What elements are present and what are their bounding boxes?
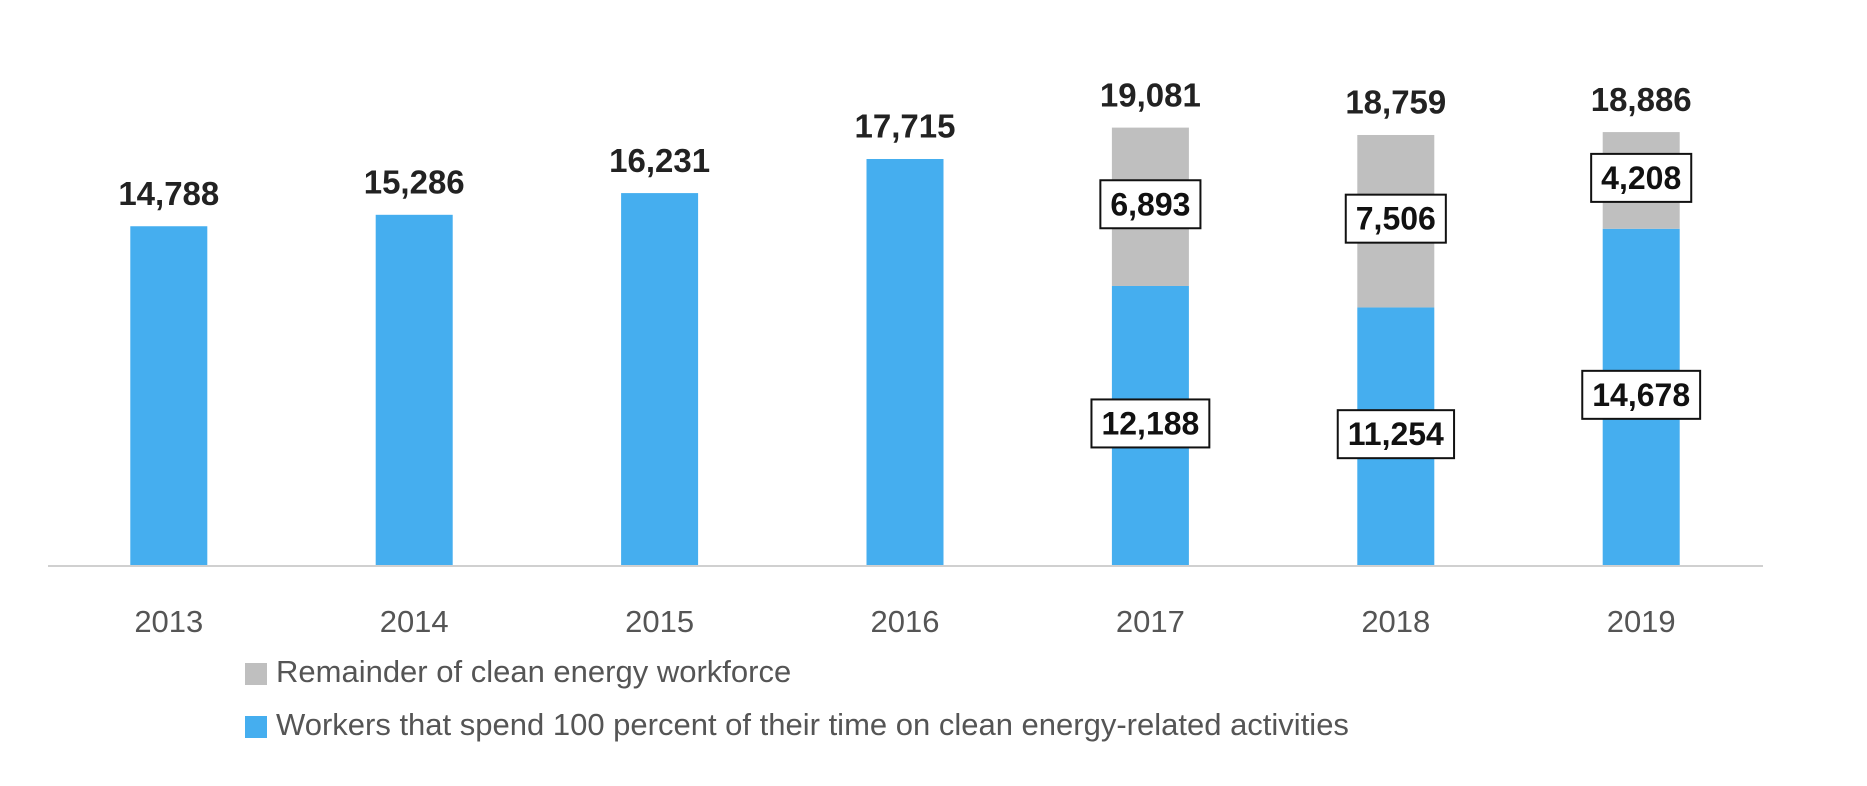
total-label: 14,788 bbox=[118, 175, 219, 212]
bar-segment bbox=[130, 226, 208, 566]
legend-label: Workers that spend 100 percent of their … bbox=[276, 707, 1349, 742]
data-label-box bbox=[1344, 193, 1447, 244]
total-label: 18,886 bbox=[1591, 81, 1692, 118]
bar-segment bbox=[866, 158, 944, 567]
data-label-box bbox=[1099, 179, 1202, 230]
x-tick-label: 2014 bbox=[380, 604, 449, 639]
x-tick-label: 2018 bbox=[1361, 604, 1430, 639]
total-label: 16,231 bbox=[609, 142, 710, 179]
legend-label: Remainder of clean energy workforce bbox=[276, 654, 791, 689]
x-tick-label: 2017 bbox=[1116, 604, 1185, 639]
data-label-box bbox=[1090, 398, 1211, 449]
total-label: 18,759 bbox=[1345, 84, 1446, 121]
data-label: 6,893 bbox=[1110, 186, 1190, 222]
x-tick-label: 2013 bbox=[134, 604, 203, 639]
x-tick-label: 2019 bbox=[1607, 604, 1676, 639]
data-label: 12,188 bbox=[1101, 405, 1199, 441]
bar-segment bbox=[621, 193, 699, 566]
total-label: 17,715 bbox=[855, 108, 956, 145]
data-label: 4,208 bbox=[1601, 160, 1681, 196]
data-label: 11,254 bbox=[1348, 416, 1444, 452]
x-tick-label: 2015 bbox=[625, 604, 694, 639]
data-label-box bbox=[1581, 369, 1702, 420]
legend-swatch bbox=[245, 716, 267, 738]
data-label: 7,506 bbox=[1356, 201, 1436, 237]
data-label-box bbox=[1336, 409, 1456, 460]
total-label: 15,286 bbox=[364, 164, 465, 201]
legend-swatch bbox=[245, 663, 267, 685]
total-label: 19,081 bbox=[1100, 76, 1201, 113]
bar-segment bbox=[375, 214, 453, 567]
x-tick-label: 2016 bbox=[871, 604, 940, 639]
data-label: 14,678 bbox=[1592, 377, 1690, 413]
data-label-box bbox=[1590, 152, 1693, 203]
